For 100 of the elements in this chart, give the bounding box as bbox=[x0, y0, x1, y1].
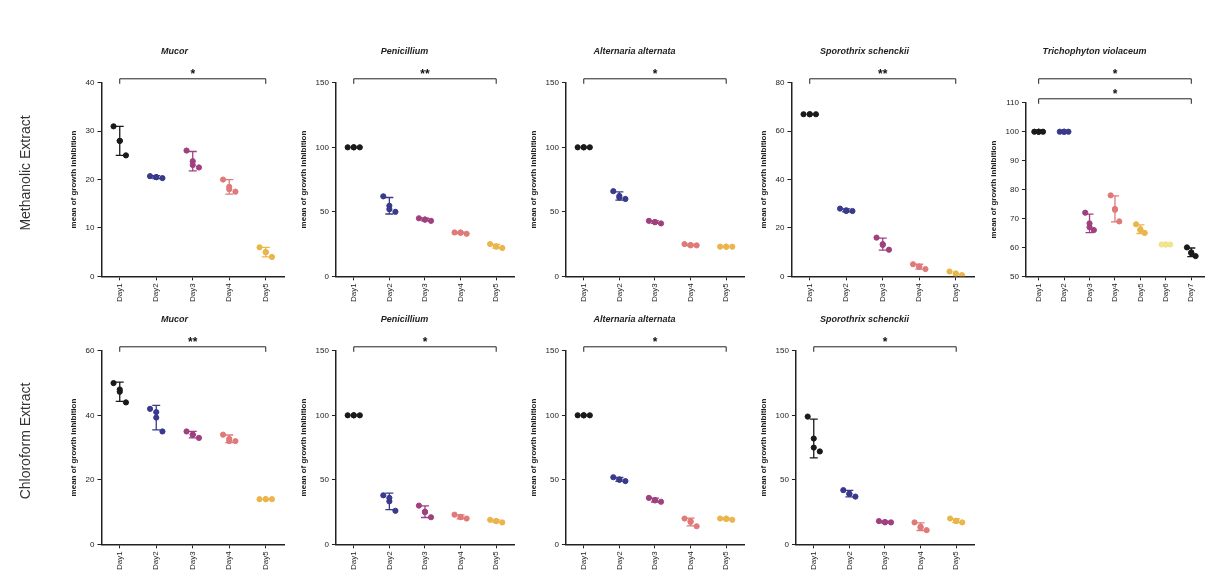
x-tick-label: Day4 bbox=[455, 550, 465, 571]
y-tick-label: 100 bbox=[545, 410, 560, 420]
x-tick-label: Day2 bbox=[151, 282, 161, 303]
y-tick-label: 100 bbox=[315, 142, 330, 152]
x-tick-label: Day3 bbox=[880, 550, 890, 571]
x-tick-label: Day4 bbox=[224, 550, 234, 571]
x-tick-label: Day4 bbox=[455, 282, 465, 303]
x-tick-label: Day1 bbox=[578, 550, 588, 571]
y-tick-label: 20 bbox=[85, 475, 96, 485]
x-tick-label: Day5 bbox=[951, 550, 961, 571]
y-axis-title: mean of growth inhibition bbox=[759, 130, 768, 229]
chart-title: Trichophyton violaceum bbox=[1042, 45, 1147, 56]
x-tick-label: Day2 bbox=[614, 550, 624, 571]
text: * bbox=[1112, 67, 1118, 82]
y-tick-label: 30 bbox=[85, 126, 96, 136]
x-tick-label: Day1 bbox=[348, 550, 358, 571]
y-tick-label: 0 bbox=[780, 271, 786, 281]
text: ** bbox=[420, 67, 430, 82]
chart-title: Alternaria alternata bbox=[592, 45, 676, 56]
x-tick-label: Day1 bbox=[348, 282, 358, 303]
y-axis-title: mean of growth inhibition bbox=[989, 140, 998, 239]
x-tick-label: Day3 bbox=[187, 282, 197, 303]
x-tick-label: Day3 bbox=[420, 282, 430, 303]
text: * bbox=[652, 335, 658, 350]
y-tick-label: 0 bbox=[324, 271, 330, 281]
y-tick-label: 0 bbox=[90, 539, 96, 549]
x-tick-label: Day7 bbox=[1186, 282, 1196, 303]
x-tick-label: Day5 bbox=[491, 282, 501, 303]
chart-title: Alternaria alternata bbox=[592, 313, 676, 324]
text: ** bbox=[878, 67, 888, 82]
y-tick-label: 150 bbox=[775, 346, 790, 355]
chart-title: Penicillium bbox=[380, 313, 429, 324]
x-tick-label: Day5 bbox=[950, 282, 960, 303]
y-tick-label: 40 bbox=[85, 410, 96, 420]
y-tick-label: 60 bbox=[85, 346, 96, 355]
y-tick-label: 50 bbox=[320, 475, 330, 485]
x-tick-label: Day4 bbox=[914, 282, 924, 303]
y-tick-label: 20 bbox=[775, 223, 786, 233]
x-tick-label: Day3 bbox=[650, 550, 660, 571]
x-tick-label: Day2 bbox=[614, 282, 624, 303]
y-tick-label: 0 bbox=[324, 539, 330, 549]
x-tick-label: Day5 bbox=[721, 550, 731, 571]
x-tick-label: Day5 bbox=[1135, 282, 1145, 303]
x-tick-label: Day1 bbox=[808, 550, 818, 571]
y-tick-label: 50 bbox=[550, 207, 560, 217]
x-tick-label: Day2 bbox=[844, 550, 854, 571]
y-tick-label: 0 bbox=[554, 271, 560, 281]
x-tick-label: Day4 bbox=[1110, 282, 1120, 303]
y-tick-label: 50 bbox=[320, 207, 330, 217]
chart-title: Mucor bbox=[161, 313, 189, 324]
y-axis-title: mean of growth inhibition bbox=[69, 398, 78, 497]
x-tick-label: Day3 bbox=[187, 550, 197, 571]
x-tick-label: Day4 bbox=[685, 282, 695, 303]
text: ** bbox=[188, 335, 198, 350]
x-tick-label: Day2 bbox=[384, 282, 394, 303]
y-axis-title: mean of growth inhibition bbox=[529, 398, 538, 497]
y-tick-label: 100 bbox=[1005, 126, 1020, 136]
x-tick-label: Day4 bbox=[224, 282, 234, 303]
text: Chloroform Extract bbox=[17, 382, 34, 499]
y-tick-label: 0 bbox=[554, 539, 560, 549]
y-tick-label: 20 bbox=[85, 174, 96, 184]
x-tick-label: Day1 bbox=[114, 550, 124, 571]
x-tick-label: Day5 bbox=[260, 550, 270, 571]
text: * bbox=[652, 67, 658, 82]
text: * bbox=[1112, 87, 1118, 102]
y-tick-label: 40 bbox=[85, 78, 96, 87]
x-tick-label: Day3 bbox=[420, 550, 430, 571]
y-tick-label: 0 bbox=[90, 271, 96, 281]
y-tick-label: 80 bbox=[1010, 184, 1020, 194]
y-tick-label: 90 bbox=[1010, 155, 1020, 165]
x-tick-label: Day3 bbox=[877, 282, 887, 303]
x-tick-label: Day2 bbox=[151, 550, 161, 571]
chart-title: Sporothrix schenckii bbox=[819, 45, 910, 56]
y-tick-label: 110 bbox=[1006, 98, 1020, 107]
x-tick-label: Day1 bbox=[114, 282, 124, 303]
y-tick-label: 100 bbox=[545, 142, 560, 152]
x-tick-label: Day5 bbox=[491, 550, 501, 571]
x-tick-label: Day5 bbox=[260, 282, 270, 303]
y-tick-label: 150 bbox=[315, 78, 330, 87]
y-tick-label: 0 bbox=[784, 539, 790, 549]
y-tick-label: 10 bbox=[85, 223, 96, 233]
y-tick-label: 150 bbox=[545, 346, 560, 355]
text: * bbox=[190, 67, 196, 82]
x-tick-label: Day2 bbox=[841, 282, 851, 303]
y-tick-label: 50 bbox=[550, 475, 560, 485]
x-tick-label: Day4 bbox=[915, 550, 925, 571]
x-tick-label: Day2 bbox=[1059, 282, 1069, 303]
text: * bbox=[882, 335, 888, 350]
y-axis-title: mean of growth inhibition bbox=[299, 130, 308, 229]
y-tick-label: 60 bbox=[1010, 242, 1020, 252]
y-tick-label: 100 bbox=[775, 410, 790, 420]
chart-title: Penicillium bbox=[380, 45, 429, 56]
y-axis-title: mean of growth inhibition bbox=[529, 130, 538, 229]
chart-title: Mucor bbox=[161, 45, 189, 56]
chart-title: Sporothrix schenckii bbox=[819, 313, 910, 324]
y-tick-label: 150 bbox=[545, 78, 560, 87]
x-tick-label: Day1 bbox=[1033, 282, 1043, 303]
x-tick-label: Day3 bbox=[1084, 282, 1094, 303]
y-tick-label: 60 bbox=[775, 126, 786, 136]
y-axis-title: mean of growth inhibition bbox=[69, 130, 78, 229]
